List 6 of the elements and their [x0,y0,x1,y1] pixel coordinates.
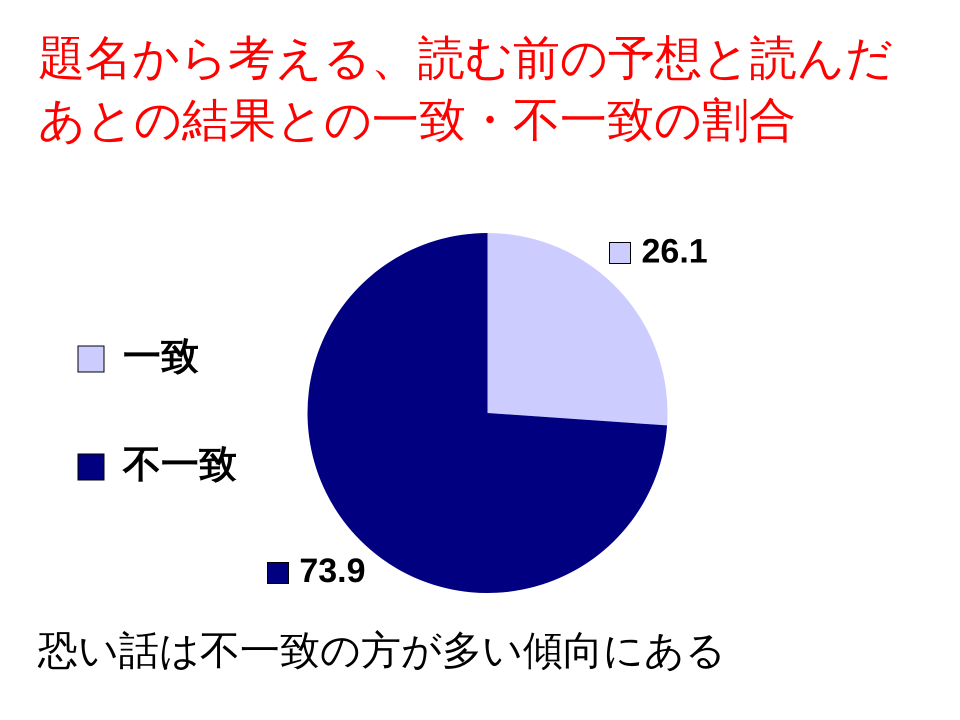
legend-label: 不一致 [122,442,237,486]
data-label: 26.1 [641,232,708,271]
data-label: 73.9 [299,552,366,590]
legend-label: 一致 [123,334,199,378]
text: 恐い話は不一致の方が多い傾向にある [38,627,726,676]
chart-title: 題名から考える、読む前の予想と読んだあとの結果との一致・不一致の割合 [38,30,894,150]
